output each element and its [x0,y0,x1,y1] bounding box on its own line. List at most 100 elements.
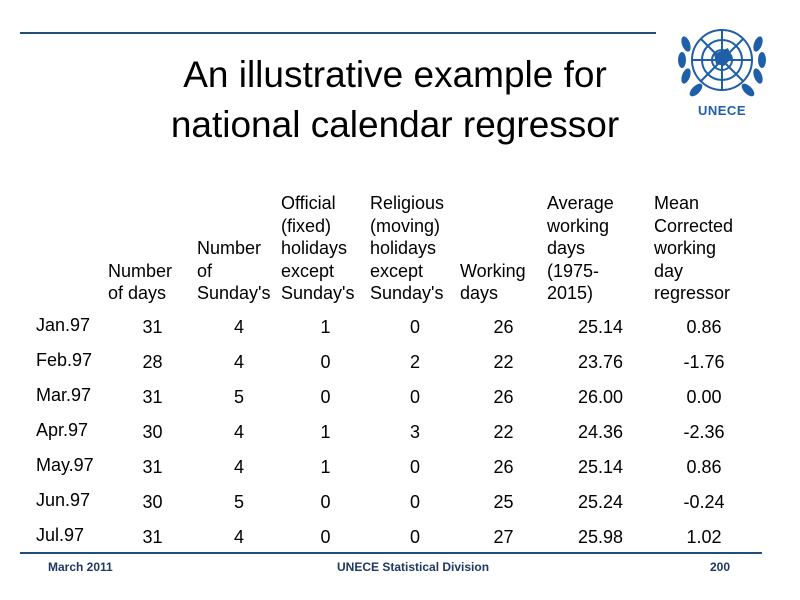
header-working-days: Working days [460,192,547,309]
cell-official: 1 [320,456,331,477]
header-line: days [547,238,586,258]
header-average-working-days: Average working days (1975- 2015) [547,192,654,309]
header-line: regressor [654,283,731,303]
cell-working: 22 [493,421,514,442]
cell-working: 26 [493,316,514,337]
cell-official: 0 [320,526,331,547]
cell-working: 25 [493,491,514,512]
header-line: working [547,215,610,236]
cell-official: 0 [320,386,331,407]
header-line: (1975- [547,260,600,281]
cell-average: 26.00 [577,386,624,407]
header-line: of [197,260,213,281]
cell-mean: 0.86 [686,316,722,337]
row-label: Apr.97 [36,419,89,440]
cell-working: 27 [493,526,514,547]
table-row: Jun.97 30 5 0 0 25 25.24 -0.24 [36,484,754,519]
logo-text: UNECE [697,103,746,118]
cell-religious: 0 [409,316,420,337]
cell-religious: 0 [409,491,420,512]
table-row: Feb.97 28 4 0 2 22 23.76 -1.76 [36,344,754,379]
table-row: Jan.97 31 4 1 0 26 25.14 0.86 [36,309,754,344]
header-line: holidays [281,238,348,258]
cell-sundays: 5 [233,491,244,512]
cell-religious: 2 [409,351,420,372]
header-line: working [654,238,717,258]
cell-mean: 1.02 [686,526,722,547]
cell-days: 30 [142,421,163,442]
header-month [36,192,108,309]
cell-days: 31 [142,386,163,407]
cell-days: 31 [142,526,163,547]
header-line: Official [281,193,336,213]
header-line: except [370,260,424,281]
header-line: Corrected [654,215,734,236]
cell-average: 25.98 [577,526,624,547]
header-line: Number [197,238,262,258]
header-line: Religious [370,193,445,213]
cell-sundays: 4 [233,351,244,372]
header-line: Sunday's [197,283,271,303]
header-line: Working [460,260,526,281]
cell-average: 25.14 [577,456,624,477]
un-emblem-icon [678,29,766,97]
row-label: Feb.97 [36,349,93,370]
cell-mean: -0.24 [683,491,725,512]
cell-sundays: 4 [233,316,244,337]
header-line: Average [547,193,614,213]
header-line: Mean [654,193,700,213]
footer-organization: UNECE Statistical Division [337,560,490,574]
cell-sundays: 4 [233,421,244,442]
header-official-holidays: Official (fixed) holidays except Sunday'… [281,192,370,309]
cell-sundays: 4 [233,526,244,547]
header-line: of days [108,283,167,303]
cell-religious: 3 [409,421,420,442]
header-row: Number of days Number of Sunday's Offici… [36,192,754,309]
cell-official: 0 [320,491,331,512]
header-line: (fixed) [281,215,332,236]
calendar-regressor-table: Number of days Number of Sunday's Offici… [36,192,754,554]
cell-mean: 0.86 [686,456,722,477]
cell-official: 0 [320,351,331,372]
cell-days: 28 [142,351,163,372]
cell-official: 1 [320,421,331,442]
cell-mean: -1.76 [683,351,725,372]
cell-days: 31 [142,316,163,337]
footer-date: March 2011 [48,560,113,574]
slide-title: An illustrative example for national cal… [110,50,680,150]
row-label: Jan.97 [36,314,91,335]
header-line: Sunday's [281,283,355,303]
row-label: Mar.97 [36,384,92,405]
table-row: May.97 31 4 1 0 26 25.14 0.86 [36,449,754,484]
header-line: days [460,283,499,303]
header-number-of-sundays: Number of Sunday's [197,192,281,309]
row-label: Jun.97 [36,489,91,510]
cell-working: 26 [493,386,514,407]
header-number-of-days: Number of days [108,192,197,309]
top-divider [20,32,656,34]
page-number: 200 [710,560,731,574]
cell-mean: 0.00 [686,386,722,407]
header-line: Sunday's [370,283,444,303]
header-line: (moving) [370,215,441,236]
title-line-1: An illustrative example for [183,54,607,95]
cell-average: 24.36 [577,421,624,442]
table-row: Mar.97 31 5 0 0 26 26.00 0.00 [36,379,754,414]
cell-average: 23.76 [577,351,624,372]
header-line: day [654,260,684,281]
cell-religious: 0 [409,386,420,407]
title-line-2: national calendar regressor [170,104,620,145]
cell-religious: 0 [409,456,420,477]
header-mean-corrected-regressor: Mean Corrected working day regressor [654,192,754,309]
header-religious-holidays: Religious (moving) holidays except Sunda… [370,192,460,309]
cell-sundays: 5 [233,386,244,407]
cell-sundays: 4 [233,456,244,477]
table-row: Apr.97 30 4 1 3 22 24.36 -2.36 [36,414,754,449]
table-row: Jul.97 31 4 0 0 27 25.98 1.02 [36,519,754,554]
cell-average: 25.14 [577,316,624,337]
cell-working: 22 [493,351,514,372]
cell-days: 30 [142,491,163,512]
cell-religious: 0 [409,526,420,547]
header-line: Number [108,260,173,281]
cell-days: 31 [142,456,163,477]
